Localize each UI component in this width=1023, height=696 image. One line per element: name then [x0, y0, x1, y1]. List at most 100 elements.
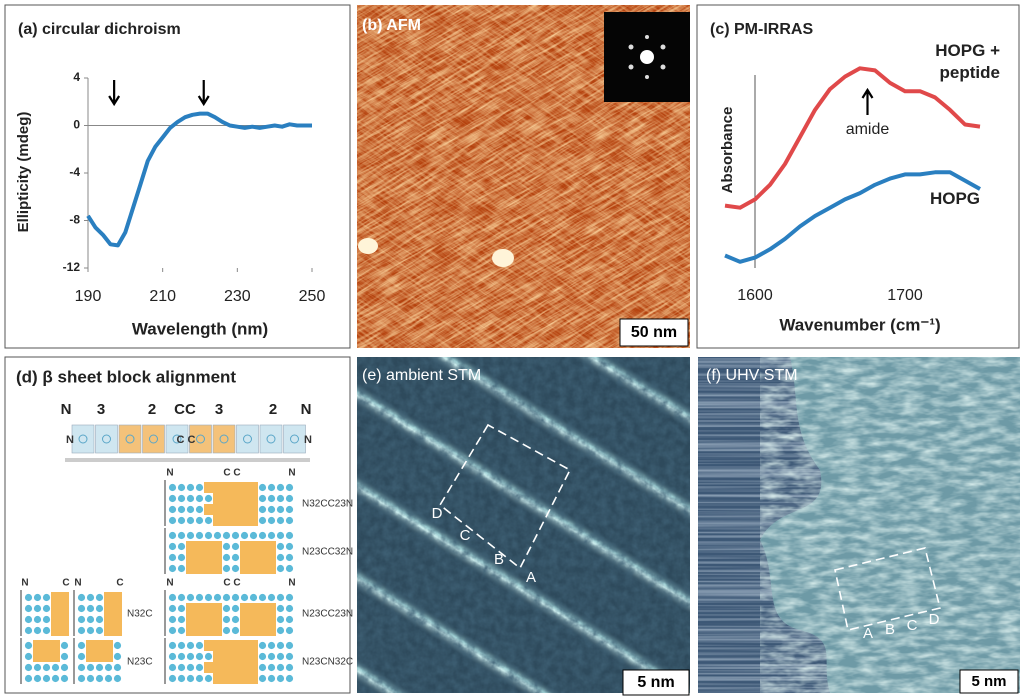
block-dot: [187, 594, 194, 601]
block-dot: [277, 675, 284, 682]
block-dot: [196, 517, 203, 524]
block-dot: [169, 616, 176, 623]
block-dot: [178, 627, 185, 634]
block-cell: [222, 651, 231, 662]
block-dot: [277, 664, 284, 671]
block-dot: [169, 543, 176, 550]
block-dot: [43, 594, 50, 601]
chart-title: (c) PM-IRRAS: [710, 21, 813, 38]
block-dot: [34, 594, 41, 601]
region-marker: C: [460, 527, 471, 544]
block-cell: [51, 625, 60, 636]
block-cell: [249, 662, 258, 673]
region-marker: B: [494, 551, 504, 568]
block-cell: [195, 603, 204, 614]
block-dot: [223, 627, 230, 634]
block-dot: [232, 532, 239, 539]
block-dot: [178, 543, 185, 550]
block-dot: [232, 565, 239, 572]
block-dot: [178, 642, 185, 649]
block-dot: [232, 594, 239, 601]
block-cell: [60, 614, 69, 625]
block-cell: [213, 563, 222, 574]
annotation: amide: [846, 121, 890, 138]
strand-position-label: 2: [148, 401, 156, 418]
block-cell: [213, 603, 222, 614]
block-cell: [231, 493, 240, 504]
block-cell: [51, 640, 60, 651]
block-cell: [249, 515, 258, 526]
block-cell: [95, 640, 104, 651]
block-dot: [169, 565, 176, 572]
block-header: C C: [223, 468, 240, 479]
block-cell: [267, 603, 276, 614]
block-dot: [187, 517, 194, 524]
block-dot: [78, 653, 85, 660]
block-dot: [250, 532, 257, 539]
block-cell: [249, 482, 258, 493]
x-tick-label: 210: [149, 288, 176, 305]
block-dot: [277, 554, 284, 561]
block-dot: [187, 653, 194, 660]
block-dot: [196, 506, 203, 513]
block-header: N: [288, 578, 295, 589]
block-cell: [222, 515, 231, 526]
strand-unit: [284, 425, 306, 453]
block-dot: [178, 484, 185, 491]
block-cell: [204, 504, 213, 515]
block-dot: [114, 675, 121, 682]
figure-canvas: (b) AFM 50 nm (e) ambient STM 5 nm (f) U…: [0, 0, 1023, 696]
block-dot: [286, 565, 293, 572]
block-cell: [240, 515, 249, 526]
block-dot: [187, 495, 194, 502]
block-dot: [96, 675, 103, 682]
block-dot: [178, 506, 185, 513]
block-cell: [95, 651, 104, 662]
block-dot: [286, 554, 293, 561]
strand-end-label: N: [304, 434, 312, 446]
block-dot: [178, 616, 185, 623]
block-cell: [104, 592, 113, 603]
block-dot: [277, 642, 284, 649]
block-dot: [178, 653, 185, 660]
block-dot: [259, 642, 266, 649]
block-label: N23CC32N: [302, 547, 353, 558]
block-cell: [267, 625, 276, 636]
block-cell: [231, 640, 240, 651]
block-header: C C: [223, 578, 240, 589]
block-cell: [213, 515, 222, 526]
block-cell: [195, 625, 204, 636]
strand-position-label: CC: [174, 401, 196, 418]
block-dot: [87, 594, 94, 601]
stm-texture: [357, 357, 690, 693]
block-cell: [104, 625, 113, 636]
block-dot: [223, 565, 230, 572]
block-dot: [105, 664, 112, 671]
block-cell: [240, 552, 249, 563]
block-dot: [286, 653, 293, 660]
block-dot: [223, 554, 230, 561]
strand-unit: [72, 425, 94, 453]
block-dot: [169, 506, 176, 513]
block-dot: [169, 675, 176, 682]
region-marker: D: [929, 611, 940, 628]
strand-position-label: N: [301, 401, 312, 418]
block-cell: [240, 504, 249, 515]
block-dot: [286, 517, 293, 524]
block-cell: [204, 662, 213, 673]
diagram-title: (d) β sheet block alignment: [16, 367, 236, 386]
block-dot: [96, 616, 103, 623]
block-dot: [43, 616, 50, 623]
block-dot: [61, 642, 68, 649]
block-cell: [222, 673, 231, 684]
block-dot: [286, 532, 293, 539]
scale-bar-label: 50 nm: [631, 324, 677, 341]
block-dot: [43, 627, 50, 634]
block-cell: [213, 541, 222, 552]
block-cell: [249, 541, 258, 552]
block-cell: [258, 563, 267, 574]
block-cell: [213, 625, 222, 636]
block-cell: [113, 614, 122, 625]
block-cell: [231, 504, 240, 515]
block-dot: [268, 664, 275, 671]
